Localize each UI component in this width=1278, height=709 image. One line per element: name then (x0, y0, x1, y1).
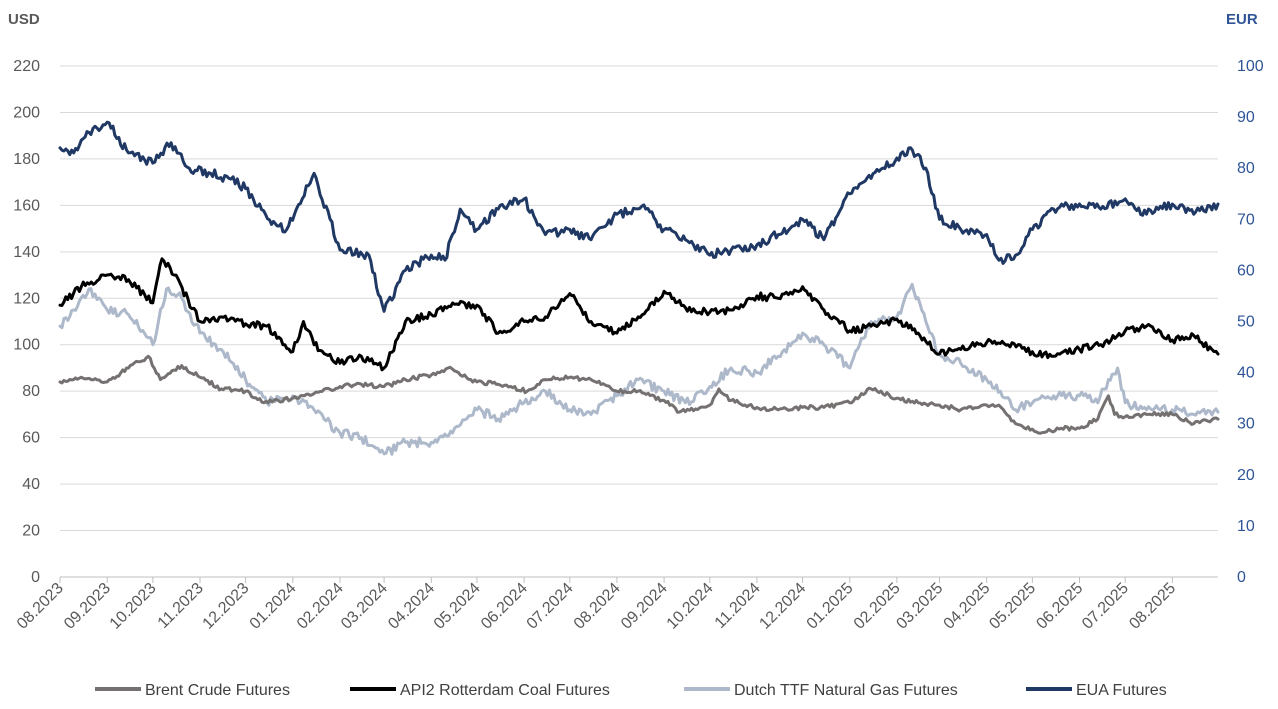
x-tick-label: 06.2025 (1033, 580, 1086, 633)
x-tick-label: 02.2024 (294, 580, 347, 633)
x-tick-label: 10.2023 (107, 580, 160, 633)
right-axis-unit: EUR (1226, 11, 1258, 28)
series-line-brent-crude-futures (58, 354, 1220, 435)
left-tick-label: 20 (22, 523, 40, 540)
right-tick-label: 50 (1237, 314, 1255, 331)
left-tick-label: 100 (13, 337, 40, 354)
left-tick-label: 160 (13, 197, 40, 214)
left-axis-unit: USD (8, 11, 40, 28)
right-tick-label: 100 (1237, 58, 1264, 75)
legend: Brent Crude Futures API2 Rotterdam Coal F… (95, 682, 1167, 699)
right-tick-label: 20 (1237, 467, 1255, 484)
right-tick-label: 40 (1237, 365, 1255, 382)
legend-label: EUA Futures (1076, 682, 1167, 699)
left-tick-label: 200 (13, 104, 40, 121)
x-tick-label: 07.2024 (524, 580, 577, 633)
x-tick-label: 04.2024 (385, 580, 438, 633)
x-tick-label: 10.2024 (664, 580, 717, 633)
x-tick-label: 09.2024 (618, 580, 671, 633)
left-tick-label: 40 (22, 476, 40, 493)
x-tick-label: 11.2024 (712, 580, 764, 632)
x-tick-label: 07.2025 (1079, 580, 1132, 633)
x-tick-label: 02.2025 (851, 580, 904, 633)
legend-label: Dutch TTF Natural Gas Futures (734, 682, 958, 699)
right-tick-label: 0 (1237, 569, 1246, 586)
x-tick-label: 01.2024 (247, 580, 300, 633)
x-tick-label: 06.2024 (478, 580, 531, 633)
series-line-eua-futures (58, 120, 1220, 313)
right-tick-label: 70 (1237, 211, 1255, 228)
x-tick-label: 12.2023 (200, 580, 253, 633)
left-axis-ticks: 0 20 40 60 80 100 120 140 160 180 200 220 (13, 58, 40, 586)
x-tick-label: 12.2024 (756, 580, 809, 633)
right-tick-label: 10 (1237, 518, 1255, 535)
right-tick-label: 60 (1237, 262, 1255, 279)
legend-label: Brent Crude Futures (145, 682, 290, 699)
x-tick-label: 05.2025 (986, 580, 1039, 633)
left-tick-label: 140 (13, 244, 40, 261)
x-tick-label: 08.2023 (14, 580, 67, 633)
left-tick-label: 0 (31, 569, 40, 586)
right-axis-ticks: 0 10 20 30 40 50 60 70 80 90 100 (1237, 58, 1264, 586)
series-line-dutch-ttf-natural-gas-futures (58, 282, 1220, 456)
x-axis-ticks: 08.202309.202310.202311.202312.202301.20… (14, 577, 1179, 633)
right-tick-label: 30 (1237, 416, 1255, 433)
legend-label: API2 Rotterdam Coal Futures (400, 682, 610, 699)
x-tick-label: 09.2023 (61, 580, 114, 633)
left-tick-label: 120 (13, 290, 40, 307)
left-tick-label: 180 (13, 151, 40, 168)
x-tick-label: 03.2025 (893, 580, 946, 633)
x-tick-label: 08.2025 (1126, 580, 1179, 633)
right-tick-label: 80 (1237, 160, 1255, 177)
x-tick-label: 01.2025 (804, 580, 857, 633)
x-tick-label: 08.2024 (571, 580, 624, 633)
x-tick-label: 03.2024 (338, 580, 391, 633)
x-tick-label: 11.2023 (155, 580, 207, 632)
series-line-api2-rotterdam-coal-futures (58, 257, 1220, 372)
x-tick-label: 05.2024 (431, 580, 484, 633)
right-tick-label: 90 (1237, 109, 1255, 126)
left-tick-label: 220 (13, 58, 40, 75)
left-tick-label: 80 (22, 383, 40, 400)
gridlines (60, 65, 1218, 578)
left-tick-label: 60 (22, 430, 40, 447)
series-lines (58, 120, 1220, 456)
x-tick-label: 04.2025 (941, 580, 994, 633)
